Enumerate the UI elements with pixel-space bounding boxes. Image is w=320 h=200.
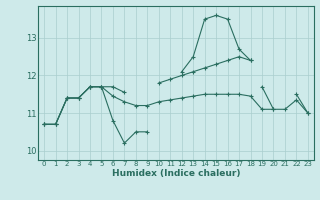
X-axis label: Humidex (Indice chaleur): Humidex (Indice chaleur) [112,169,240,178]
